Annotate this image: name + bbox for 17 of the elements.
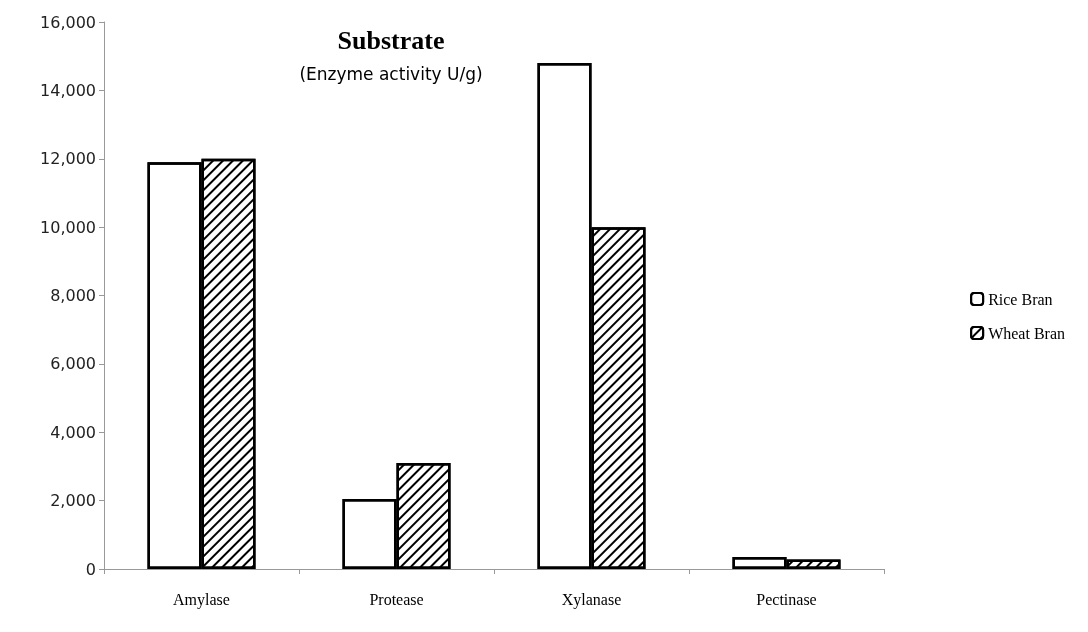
- y-tick-label: 6,000: [50, 354, 96, 374]
- y-tick-label: 10,000: [40, 217, 96, 237]
- y-tick-label: 2,000: [50, 491, 96, 511]
- y-tick-label: 8,000: [50, 286, 96, 305]
- x-tick-label: Amylase: [173, 590, 230, 609]
- legend-label: Wheat Bran: [988, 324, 1066, 342]
- y-tick-label: 14,000: [40, 80, 96, 100]
- y-tick-label: 12,000: [40, 149, 96, 169]
- x-tick-label: Protease: [369, 590, 424, 608]
- y-tick-label: 16,000: [40, 12, 96, 32]
- y-tick-label: 0: [85, 559, 96, 579]
- chart-title: Substrate: [337, 25, 445, 55]
- legend-label: Rice Bran: [988, 290, 1053, 308]
- x-tick-label: Xylanase: [561, 590, 622, 609]
- y-tick-label: 4,000: [50, 422, 96, 442]
- text: (Enzyme activity U/g): [299, 63, 483, 84]
- x-tick-label: Pectinase: [756, 590, 817, 608]
